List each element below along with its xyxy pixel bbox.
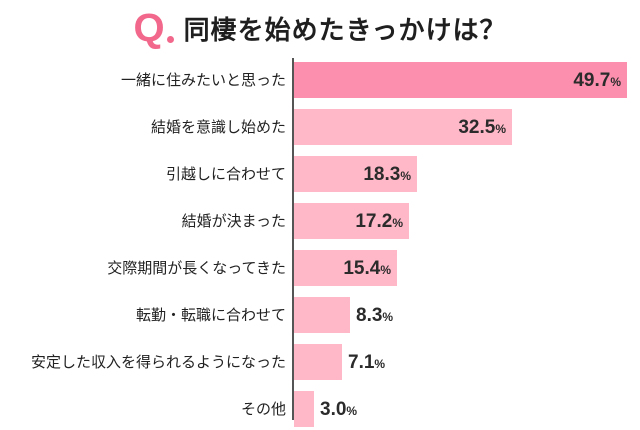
bar-row: 安定した収入を得られるようになった 7.1% (0, 344, 640, 380)
bar (294, 62, 627, 98)
category-label: 転勤・転職に合わせて (135, 306, 286, 324)
value-label: 49.7% (573, 62, 621, 98)
value-label: 17.2% (355, 203, 403, 239)
value-number: 15.4 (343, 258, 381, 279)
percent-sign: % (610, 75, 621, 89)
value-label: 18.3% (363, 156, 411, 192)
category-label: 一緒に住みたいと思った (120, 71, 286, 89)
value-number: 18.3 (363, 164, 401, 185)
value-label: 15.4% (343, 250, 391, 286)
category-label: 安定した収入を得られるようになった (30, 353, 286, 371)
bar-row: 交際期間が長くなってきた 15.4% (0, 250, 640, 286)
category-label: 結婚が決まった (181, 212, 286, 230)
bar-row: その他 3.0% (0, 391, 640, 427)
value-label: 7.1% (348, 344, 385, 380)
percent-sign: % (374, 357, 386, 371)
value-number: 8.3 (356, 305, 383, 326)
value-number: 32.5 (458, 117, 496, 138)
bar-row: 結婚が決まった 17.2% (0, 203, 640, 239)
percent-sign: % (495, 122, 506, 136)
value-number: 3.0 (320, 399, 347, 420)
bar (294, 391, 314, 427)
q-dot-icon (166, 35, 174, 43)
bar (294, 156, 417, 192)
value-label: 3.0% (320, 391, 357, 427)
y-axis-line (292, 58, 294, 420)
percent-sign: % (400, 169, 411, 183)
value-number: 7.1 (348, 352, 375, 373)
bar (294, 203, 409, 239)
category-label: その他 (240, 400, 286, 418)
chart-title: Q 同棲を始めたきっかけは？ (0, 6, 640, 50)
bar-row: 転勤・転職に合わせて 8.3% (0, 297, 640, 333)
percent-sign: % (380, 263, 391, 277)
bar (294, 297, 350, 333)
bar (294, 109, 512, 145)
category-label: 引越しに合わせて (165, 165, 286, 183)
value-label: 32.5% (458, 109, 506, 145)
value-number: 49.7 (573, 70, 611, 91)
bar-row: 引越しに合わせて 18.3% (0, 156, 640, 192)
bar (294, 250, 397, 286)
percent-sign: % (382, 310, 394, 324)
title-text: 同棲を始めたきっかけは？ (183, 15, 507, 46)
value-label: 8.3% (356, 297, 393, 333)
bar (294, 344, 342, 380)
percent-sign: % (392, 216, 403, 230)
bar-row: 結婚を意識し始めた 32.5% (0, 109, 640, 145)
value-number: 17.2 (355, 211, 393, 232)
q-mark: Q (133, 6, 165, 50)
category-label: 交際期間が長くなってきた (107, 259, 286, 277)
bar-row: 一緒に住みたいと思った 49.7% (0, 62, 640, 98)
percent-sign: % (346, 404, 358, 418)
category-label: 結婚を意識し始めた (150, 118, 286, 136)
